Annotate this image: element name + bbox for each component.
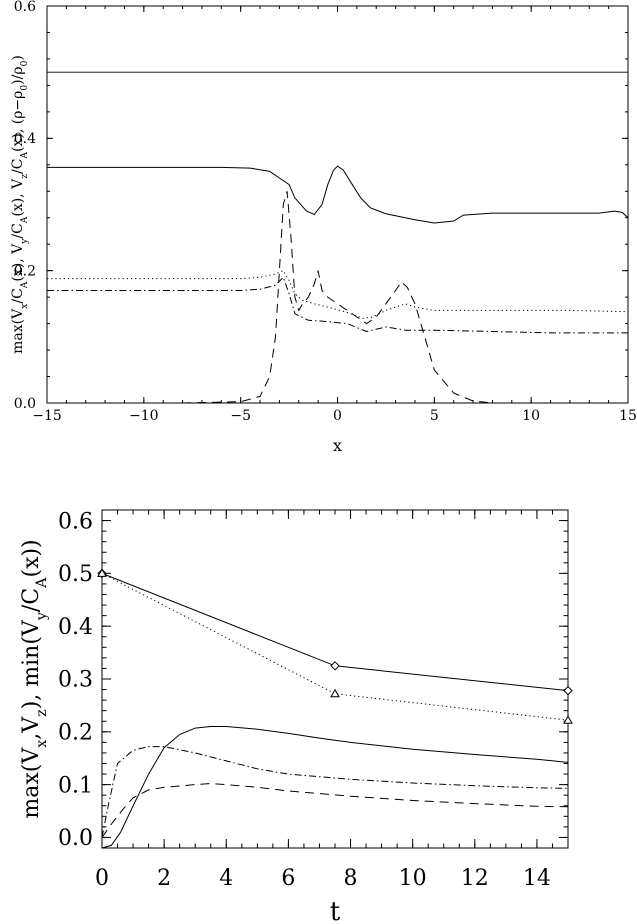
y-tick-label: 0.5 (58, 562, 93, 587)
y-tick-label: 0.2 (58, 721, 93, 746)
triangle-marker (563, 715, 573, 724)
x-tick-label: 0 (333, 408, 342, 424)
y-axis-title: max(Vx,Vz), min(Vy/CA(x)) (19, 539, 50, 818)
series-line-3 (47, 270, 629, 319)
x-tick-label: 4 (219, 866, 233, 891)
y-tick-label: 0.2 (14, 264, 36, 280)
series-line-1 (47, 165, 629, 224)
x-tick-label: 6 (281, 866, 295, 891)
x-axis-title: x (333, 436, 342, 455)
series-line-4 (47, 276, 628, 334)
x-tick-label: −15 (32, 408, 62, 424)
triangle-marker (330, 688, 340, 698)
y-tick-label: 0.3 (58, 668, 93, 693)
x-tick-label: 10 (522, 408, 540, 424)
series-line-2 (101, 572, 569, 721)
diamond-marker (330, 661, 340, 671)
x-tick-label: 5 (430, 408, 439, 424)
series-line-5 (47, 191, 628, 404)
x-tick-label: −5 (230, 408, 251, 424)
series-line-5 (101, 783, 569, 838)
plot-frame (46, 5, 629, 404)
x-tick-label: 14 (523, 866, 551, 891)
x-tick-label: 2 (157, 866, 171, 891)
series-line-1 (101, 572, 569, 692)
y-tick-label: 0.4 (58, 615, 93, 640)
y-tick-label: 0.6 (58, 509, 93, 534)
x-tick-label: 12 (461, 866, 489, 891)
x-tick-label: 15 (619, 408, 637, 424)
plot-frame (101, 509, 569, 849)
y-tick-label: 0.0 (14, 396, 36, 412)
x-tick-label: −10 (129, 408, 159, 424)
diamond-marker (563, 685, 573, 696)
x-tick-label: 10 (399, 866, 427, 891)
y-axis-title: max(Vx/CA(x), Vy/CA(x), Vz/CA(x), (ρ−ρ0)… (10, 55, 30, 354)
y-tick-label: 0.4 (14, 131, 36, 147)
series-line-4 (101, 746, 569, 838)
y-tick-label: 0.6 (14, 0, 36, 15)
y-tick-label: 0.0 (58, 826, 93, 851)
y-tick-label: 0.1 (58, 773, 93, 798)
x-tick-label: 8 (344, 866, 358, 891)
triangle-marker (97, 568, 107, 577)
chart-panel-2: 0 2 4 6 8 10 12 14 0.0 0.1 0.2 0.3 0.4 0.5 0.6 t max(Vx,… (19, 509, 573, 924)
series-line-3 (101, 726, 569, 849)
x-axis-title: t (330, 897, 341, 924)
x-tick-label: 0 (95, 866, 109, 891)
chart-panel-1: −15 −10 −5 0 5 10 15 0.0 0.2 0.4 0.6 x max(Vx/CA(x),… (10, 0, 637, 455)
